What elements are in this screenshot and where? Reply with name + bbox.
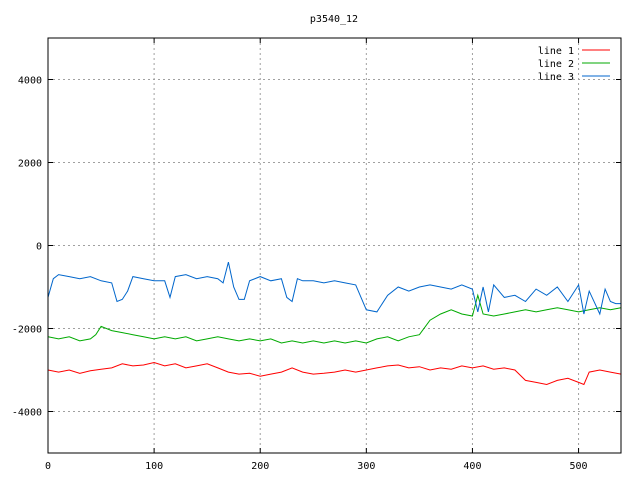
series-layer <box>47 261 622 386</box>
y-tick-label: 4000 <box>18 76 42 87</box>
x-tick-label: 300 <box>357 461 375 472</box>
plot-frame <box>47 37 622 454</box>
tick-labels: 0 100 200 300 400 500 -4000 -2000 0 2000 4000 <box>12 38 621 472</box>
grid <box>48 38 621 453</box>
y-tick-label: 2000 <box>18 159 42 170</box>
y-tick-label: -4000 <box>12 408 42 419</box>
legend-label: line 1 <box>538 46 574 57</box>
chart-title: p3540_12 <box>310 14 358 25</box>
x-tick-label: 0 <box>45 461 51 472</box>
legend: line 1 line 2 line 3 <box>538 46 610 83</box>
x-tick-label: 400 <box>463 461 481 472</box>
legend-label: line 3 <box>538 72 574 83</box>
series-line-2 <box>47 293 622 344</box>
x-tick-label: 500 <box>570 461 588 472</box>
legend-label: line 2 <box>538 59 574 70</box>
y-tick-label: 0 <box>36 242 42 253</box>
series-line-1 <box>47 361 622 386</box>
x-tick-label: 100 <box>145 461 163 472</box>
x-tick-label: 200 <box>251 461 269 472</box>
y-tick-label: -2000 <box>12 325 42 336</box>
series-line-3 <box>47 261 621 316</box>
